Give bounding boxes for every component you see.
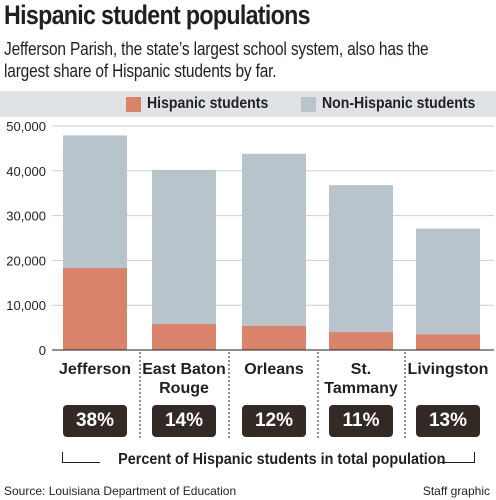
bar-non-hispanic <box>152 169 216 325</box>
percent-caption-text: Percent of Hispanic students in total po… <box>118 451 446 468</box>
bar-non-hispanic <box>416 228 480 335</box>
legend: Hispanic students Non-Hispanic students <box>0 91 496 117</box>
x-tick-label: Jefferson <box>59 361 131 378</box>
legend-item-non-hispanic: Non-Hispanic students <box>301 95 496 113</box>
x-tick-label: Orleans <box>244 361 304 378</box>
y-tick-label: 10,000 <box>6 298 46 313</box>
credit-note: Staff graphic <box>422 484 490 498</box>
bar-non-hispanic <box>63 135 127 269</box>
legend-label-hispanic: Hispanic students <box>147 95 269 112</box>
x-tick-label: East Baton Rouge <box>142 361 226 397</box>
y-tick-label: 40,000 <box>6 164 46 179</box>
bar-hispanic <box>416 334 480 350</box>
chart-subtitle: Jefferson Parish, the state’s largest sc… <box>4 39 429 81</box>
chart-title: Hispanic student populations <box>4 0 311 30</box>
bar-hispanic <box>63 268 127 350</box>
legend-swatch-hispanic <box>126 96 141 112</box>
percent-badge: 38% <box>63 405 127 437</box>
percent-badge: 14% <box>152 405 216 437</box>
legend-item-hispanic: Hispanic students <box>126 95 285 113</box>
bar-non-hispanic <box>329 185 393 333</box>
x-tick-label: St. Tammany <box>324 361 398 397</box>
y-tick-label: 20,000 <box>6 253 46 268</box>
legend-label-non-hispanic: Non-Hispanic students <box>322 95 476 112</box>
percent-badge: 12% <box>242 405 306 437</box>
bar-hispanic <box>242 325 306 350</box>
x-tick-label: Livingston <box>408 361 489 378</box>
y-tick-label: 30,000 <box>6 209 46 224</box>
source-note: Source: Louisiana Department of Educatio… <box>4 484 237 498</box>
bar-hispanic <box>329 332 393 350</box>
bar-hispanic <box>152 324 216 350</box>
bar-non-hispanic <box>242 153 306 326</box>
y-tick-label: 50,000 <box>6 119 46 134</box>
percent-caption: Percent of Hispanic students in total po… <box>100 451 445 469</box>
legend-swatch-non-hispanic <box>301 96 316 112</box>
percent-badge: 11% <box>329 405 393 437</box>
y-tick-label: 0 <box>39 343 46 358</box>
percent-badge: 13% <box>416 405 480 437</box>
